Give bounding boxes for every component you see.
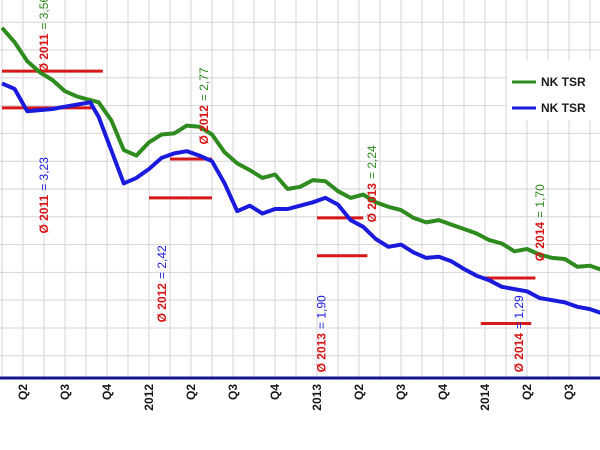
x-tick-label: Q2 [520,384,534,400]
average-annotation: Ø 2011 = 3,56 [37,0,51,72]
series-line-green [0,26,600,272]
annotation-label: Ø 2011 [37,33,51,72]
series-lines [0,26,600,315]
annotations: Ø 2011= 3,56Ø 2011= 3,23Ø 2012= 2,77Ø 20… [37,0,547,372]
average-annotation: Ø 2012 = 2,42 [155,245,169,322]
annotation-value: = 1,90 [314,295,328,329]
annotation-value: = 3,23 [37,157,51,191]
annotation-value: = 3,56 [37,0,51,30]
annotation-label: Ø 2012 [197,105,211,145]
average-annotation: Ø 2011 = 3,23 [37,157,51,234]
annotation-value: = 2,77 [197,67,211,101]
legend-label-green: NK TSR [541,75,586,89]
x-tick-label: Q2 [352,384,366,400]
legend-label-blue: NK TSR [541,101,586,115]
x-tick-label: Q2 [184,384,198,400]
annotation-label: Ø 2013 [365,183,379,223]
x-tick-label: Q3 [58,384,72,400]
annotation-label: Ø 2013 [314,333,328,373]
average-annotation: Ø 2014 = 1,70 [533,184,547,261]
average-annotation: Ø 2012 = 2,77 [197,67,211,144]
x-tick-label: Q4 [100,384,114,400]
x-tick-label: Q4 [436,384,450,400]
average-annotation: Ø 2014 = 1,29 [512,295,526,372]
average-annotation: Ø 2013 = 2,24 [365,145,379,222]
annotation-value: = 1,70 [533,184,547,218]
annotation-label: Ø 2011 [37,194,51,233]
legend-background [507,60,600,120]
series-line-blue [1,81,600,315]
x-tick-label: Q3 [394,384,408,400]
x-tick-label: 2012 [142,384,156,411]
annotation-label: Ø 2012 [155,283,169,323]
annotation-label: Ø 2014 [512,333,526,373]
average-annotation: Ø 2013 = 1,90 [314,295,328,372]
x-axis: Q2Q3Q42012Q2Q3Q42013Q2Q3Q42014Q2Q3Q42015… [0,376,600,411]
x-tick-label: Q4 [268,384,282,400]
legend: NK TSR NK TSR [507,60,600,120]
annotation-label: Ø 2014 [533,222,547,262]
x-tick-label: Q3 [562,384,576,400]
x-tick-label: 2014 [478,384,492,411]
x-tick-label: Q3 [226,384,240,400]
annotation-value: = 2,24 [365,145,379,179]
grid-lines [0,0,600,378]
annotation-value: = 2,42 [155,245,169,279]
x-tick-label: Q2 [16,384,30,400]
x-tick-label: 2013 [310,384,324,411]
annotation-value: = 1,29 [512,295,526,329]
